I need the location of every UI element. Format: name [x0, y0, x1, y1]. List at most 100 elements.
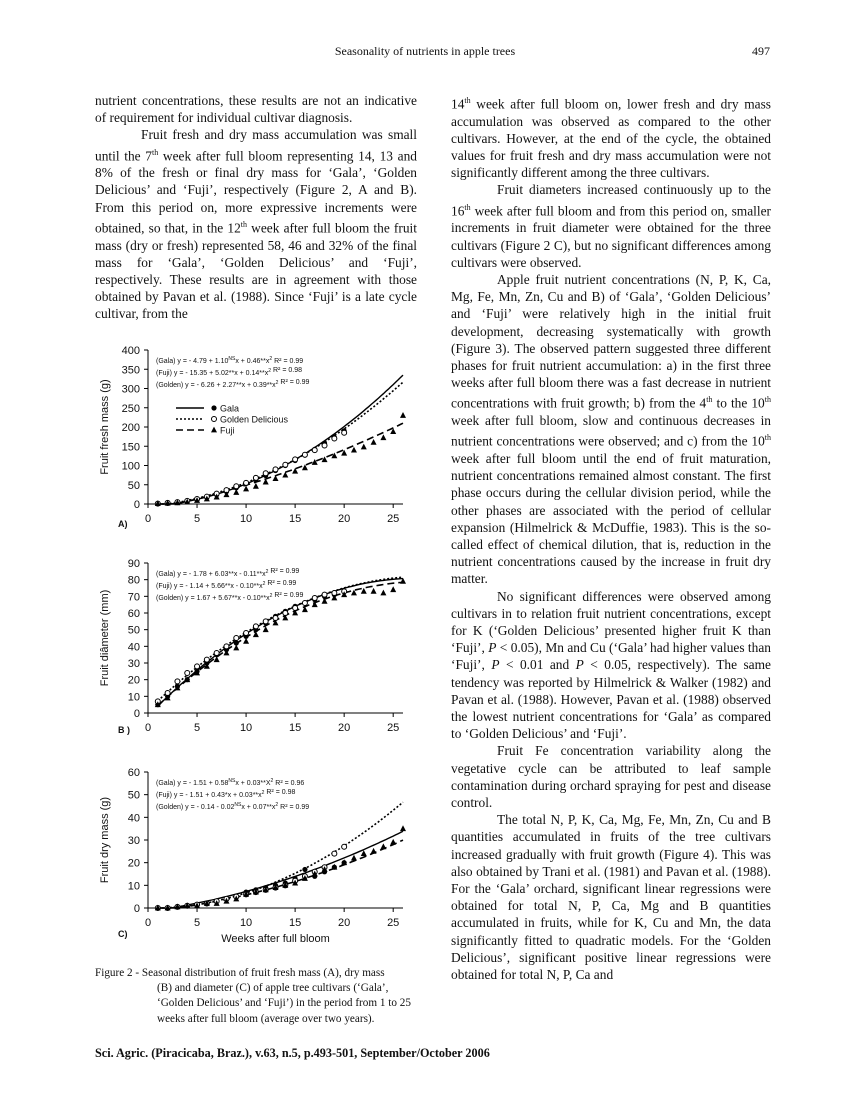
y-tick-label: 300	[122, 384, 140, 396]
panel-label: A)	[118, 519, 128, 529]
regression-equation: (Golden) y = 1.67 + 5.67**x - 0.10**x2 R…	[156, 592, 303, 602]
point-fuji	[154, 904, 161, 911]
point-fuji	[360, 443, 367, 450]
point-fuji	[301, 875, 308, 881]
regression-equation: (Golden) y = - 0.14 - 0.02NSx + 0.07**x2…	[156, 802, 309, 811]
y-tick-label: 40	[128, 641, 140, 653]
point-golden	[331, 435, 338, 442]
r-squared: R² = 0.99	[278, 379, 309, 386]
point-fuji	[400, 577, 406, 584]
text-run: Fruit diameters increased continuously u…	[451, 182, 771, 219]
figure-caption: Figure 2 - Seasonal distribution of frui…	[95, 966, 420, 1027]
text-run: No significant differences were observed…	[451, 588, 771, 656]
regression-equation: (Fuji) y = - 1.51 + 0.43*x + 0.03**x2 R²…	[156, 789, 295, 799]
point-fuji	[390, 838, 397, 845]
legend-marker-fuji	[211, 426, 217, 433]
italic-p: P	[488, 640, 497, 656]
r-squared: R² = 0.99	[265, 580, 296, 587]
r-squared: R² = 0.99	[272, 592, 303, 599]
paragraph: nutrient concentrations, these results a…	[95, 93, 417, 126]
point-golden	[203, 656, 210, 663]
point-golden	[243, 479, 250, 486]
text-run: week after full bloom the fruit mass (dr…	[95, 220, 417, 322]
point-fuji	[282, 614, 289, 621]
point-gala	[233, 640, 239, 646]
point-fuji	[380, 589, 387, 596]
paragraph: Fruit diameters increased continuously u…	[451, 181, 771, 270]
point-fuji	[272, 884, 279, 890]
r-squared: R² = 0.99	[268, 568, 299, 575]
point-golden	[301, 451, 308, 458]
point-fuji	[262, 626, 269, 633]
paragraph: No significant differences were observed…	[451, 588, 771, 743]
point-fuji	[380, 434, 387, 441]
point-fuji	[331, 594, 338, 601]
point-fuji	[174, 684, 181, 691]
point-fuji	[360, 587, 367, 594]
point-golden	[272, 466, 279, 473]
regression-equation: (Gala) y = - 4.79 + 1.10NSx + 0.46**x2 R…	[156, 356, 303, 365]
text-run: week after full bloom until the end of f…	[451, 450, 771, 587]
point-fuji	[301, 464, 308, 471]
y-tick-label: 40	[128, 812, 140, 824]
point-golden	[331, 850, 338, 857]
equation-text: x + 0.03**X	[235, 780, 271, 787]
figure-2: 0 50 100 150 200 250 300 350 400 0 5 10 15 20 25 Fruit …	[90, 340, 420, 960]
equation-text: (Gala) y = - 1.51 + 0.58	[156, 780, 228, 787]
x-tick-label: 10	[240, 513, 252, 525]
paragraph: Fruit Fe concentration variability along…	[451, 743, 771, 810]
y-tick-label: 0	[134, 499, 140, 511]
chart-panel-3: 0 10 20 30 40 50 60 0 5 10 15 20 25 Fruit dry mass (g…	[99, 767, 406, 945]
point-fuji	[233, 489, 240, 495]
x-tick-label: 15	[289, 722, 301, 734]
equation-superscript: NS	[234, 802, 242, 808]
text-run: 14	[451, 96, 465, 112]
fit-curve-gala	[157, 577, 404, 707]
page-number: 497	[752, 44, 770, 58]
y-tick-label: 60	[128, 767, 140, 779]
x-tick-label: 0	[145, 917, 151, 929]
point-fuji	[223, 897, 230, 904]
point-fuji	[272, 619, 279, 626]
y-tick-label: 80	[128, 575, 140, 587]
point-fuji	[203, 495, 210, 502]
x-tick-label: 5	[194, 722, 200, 734]
regression-equation: (Fuji) y = - 15.35 + 5.02**x + 0.14**x2 …	[156, 367, 302, 377]
point-golden	[311, 595, 318, 601]
point-fuji	[311, 459, 318, 465]
point-fuji	[292, 609, 299, 616]
italic-p: P	[575, 657, 584, 673]
x-tick-label: 0	[145, 513, 151, 525]
point-fuji	[301, 606, 308, 613]
equation-text: (Fuji) y = - 15.35 + 5.02**x + 0.14**x	[156, 370, 269, 377]
point-golden	[223, 643, 230, 650]
text-run: < 0.05, respectively). The same tendency…	[451, 657, 771, 742]
legend-label-fuji: Fuji	[220, 426, 235, 436]
point-fuji	[321, 456, 328, 463]
x-tick-label: 25	[387, 513, 399, 525]
point-golden	[321, 591, 328, 598]
point-fuji	[262, 886, 269, 893]
point-fuji	[164, 904, 171, 911]
point-fuji	[233, 895, 240, 902]
text-run: < 0.05), Mn and Cu (‘Gala’ had higher va…	[451, 640, 771, 673]
fit-curve-fuji	[157, 839, 404, 909]
point-fuji	[243, 891, 250, 897]
r-squared: R² = 0.98	[271, 367, 302, 374]
left-column-text: nutrient concentrations, these results a…	[95, 92, 417, 323]
x-tick-label: 0	[145, 722, 151, 734]
point-golden	[174, 678, 181, 685]
point-fuji	[154, 701, 161, 708]
x-tick-label: 5	[194, 917, 200, 929]
point-fuji	[252, 888, 259, 895]
point-fuji	[341, 591, 348, 598]
x-tick-label: 20	[338, 513, 350, 525]
point-golden	[321, 442, 328, 449]
y-tick-label: 70	[128, 591, 140, 603]
regression-equation: (Gala) y = - 1.78 + 6.03**x - 0.11**x2 R…	[156, 568, 299, 578]
point-fuji	[360, 850, 367, 856]
equation-text: (Golden) y = 1.67 + 5.67**x - 0.10**x	[156, 595, 270, 602]
equation-text: (Fuji) y = - 1.14 + 5.66**x - 0.10**x	[156, 583, 263, 590]
x-tick-label: 20	[338, 722, 350, 734]
point-golden	[262, 470, 269, 477]
